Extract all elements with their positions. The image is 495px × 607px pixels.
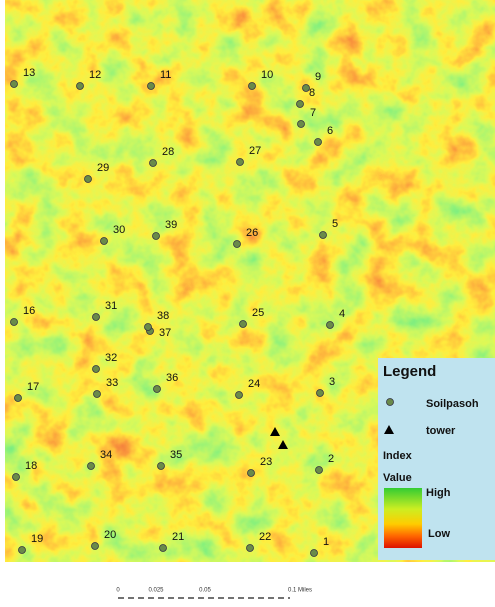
sample-point (101, 238, 108, 245)
point-label: 25 (252, 307, 264, 319)
point-label: 13 (23, 67, 35, 79)
sample-point (148, 83, 155, 90)
sample-point (249, 83, 256, 90)
sample-point (154, 386, 161, 393)
sample-point (298, 121, 305, 128)
point-label: 30 (113, 224, 125, 236)
point-label: 18 (25, 460, 37, 472)
point-label: 3 (329, 376, 335, 388)
scale-label: 0.1 Miles (288, 588, 312, 594)
sample-point (158, 463, 165, 470)
sample-point (311, 550, 318, 557)
legend-low: Low (428, 528, 450, 540)
sample-point (153, 233, 160, 240)
point-label: 24 (248, 378, 260, 390)
sample-point (13, 474, 20, 481)
point-label: 11 (160, 69, 171, 81)
point-label: 33 (106, 377, 118, 389)
point-label: 27 (249, 145, 261, 157)
point-label: 12 (89, 69, 101, 81)
point-label: 7 (310, 107, 316, 119)
point-label: 26 (246, 227, 258, 239)
scale-labels: 0 0.025 0.05 0.1 Miles (116, 588, 312, 594)
sample-point (150, 160, 157, 167)
legend-points: Soilpasoh (426, 398, 479, 410)
sample-point (77, 83, 84, 90)
point-label: 31 (105, 300, 117, 312)
legend-point-symbol (387, 399, 394, 406)
sample-point (320, 232, 327, 239)
point-label: 6 (327, 125, 333, 137)
point-label: 19 (31, 533, 43, 545)
scale-label: 0 (116, 588, 120, 594)
point-label: 17 (27, 381, 39, 393)
point-label: 35 (170, 449, 182, 461)
sample-point (248, 470, 255, 477)
point-label: 36 (166, 372, 178, 384)
sample-point (94, 391, 101, 398)
legend-value: Value (383, 472, 412, 484)
scale-label: 0.05 (199, 588, 211, 594)
sample-point (237, 159, 244, 166)
sample-point (234, 241, 241, 248)
point-label: 28 (162, 146, 174, 158)
point-label: 22 (259, 531, 271, 543)
point-label: 2 (328, 453, 334, 465)
sample-point (11, 81, 18, 88)
point-label: 21 (172, 531, 184, 543)
sample-point (19, 547, 26, 554)
point-label: 38 (157, 310, 169, 322)
legend-towers: tower (426, 425, 456, 437)
sample-point (145, 324, 152, 331)
sample-point (85, 176, 92, 183)
point-label: 10 (261, 69, 273, 81)
sample-point (303, 85, 310, 92)
legend-ramp (384, 488, 422, 548)
point-label: 29 (97, 162, 109, 174)
sample-point (93, 366, 100, 373)
point-label: 37 (159, 327, 171, 339)
sample-point (160, 545, 167, 552)
scale-label: 0.025 (148, 588, 164, 594)
point-label: 4 (339, 308, 345, 320)
sample-point (92, 543, 99, 550)
point-label: 9 (315, 71, 321, 83)
sample-point (297, 101, 304, 108)
sample-point (316, 467, 323, 474)
sample-point (88, 463, 95, 470)
point-label: 16 (23, 305, 35, 317)
sample-point (327, 322, 334, 329)
legend-index: Index (383, 450, 413, 462)
sample-point (236, 392, 243, 399)
sample-point (247, 545, 254, 552)
point-label: 23 (260, 456, 272, 468)
point-label: 1 (323, 536, 329, 548)
point-label: 39 (165, 219, 177, 231)
map: Legend Soilpasoh tower Index Value High … (0, 0, 495, 602)
point-label: 5 (332, 218, 338, 230)
sample-point (240, 321, 247, 328)
sample-point (15, 395, 22, 402)
sample-point (11, 319, 18, 326)
point-label: 8 (309, 87, 315, 99)
sample-point (93, 314, 100, 321)
sample-point (317, 390, 324, 397)
point-label: 20 (104, 529, 116, 541)
point-label: 34 (100, 449, 112, 461)
point-label: 32 (105, 352, 117, 364)
legend-high: High (426, 487, 451, 499)
sample-point (315, 139, 322, 146)
legend-title: Legend (383, 363, 436, 380)
